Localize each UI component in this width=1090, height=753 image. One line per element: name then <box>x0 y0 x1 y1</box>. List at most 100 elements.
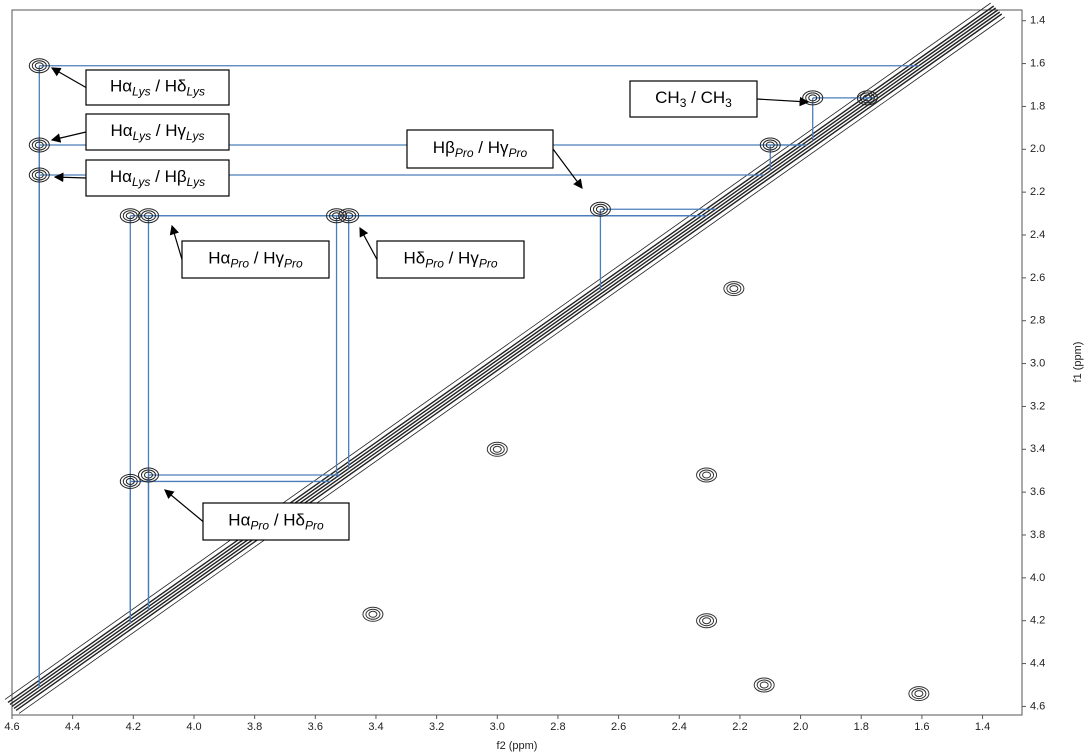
annotation-text: Hα <box>111 121 133 140</box>
annotation-subscript: 3 <box>725 96 732 110</box>
cross-peak <box>759 681 769 689</box>
diagonal-contour <box>9 7 997 706</box>
cross-peak <box>34 141 44 149</box>
cross-peak <box>702 471 712 479</box>
cross-peak <box>729 285 739 293</box>
cross-peak <box>143 471 153 479</box>
annotation-subscript: Pro <box>250 519 269 533</box>
x-tick-label: 3.2 <box>429 721 444 733</box>
x-axis-label: f2 (ppm) <box>497 740 538 752</box>
y-tick-label: 3.6 <box>1030 486 1045 498</box>
annotation-text: CH <box>655 88 680 107</box>
y-tick-label: 2.8 <box>1030 315 1045 327</box>
y-tick-label: 1.4 <box>1030 15 1045 27</box>
annotation-box <box>85 159 230 197</box>
cross-peak <box>122 475 138 487</box>
annotation-label: HαLys / HβLys <box>110 167 205 189</box>
annotation-subscript: Lys <box>132 175 150 189</box>
cross-peak <box>344 212 354 220</box>
annotation-text: Hα <box>110 167 132 186</box>
annotation-text: Hα <box>208 249 230 268</box>
annotation-text: Hδ <box>403 249 425 268</box>
x-tick-label: 4.4 <box>65 721 80 733</box>
annotation-text: / Hγ <box>151 121 186 140</box>
diagonal-contour <box>7 5 995 704</box>
cross-peak <box>589 201 611 217</box>
annotation-subscript: Pro <box>479 257 498 271</box>
cross-peak <box>753 677 775 693</box>
cross-peak <box>856 90 878 106</box>
y-tick-label: 2.2 <box>1030 186 1045 198</box>
cross-peak <box>338 208 360 224</box>
cross-peak <box>125 477 135 485</box>
annotation-arrow <box>53 172 87 183</box>
annotation-text: / Hδ <box>151 77 187 96</box>
y-tick-label: 3.0 <box>1030 357 1045 369</box>
annotation-arrow <box>50 131 87 143</box>
annotation-label: CH3 / CH3 <box>655 88 732 110</box>
y-tick-label: 3.2 <box>1030 400 1045 412</box>
annotation-subscript: Pro <box>425 257 444 271</box>
cross-peak <box>31 60 47 72</box>
cross-peak <box>362 606 384 622</box>
y-tick-label: 2.0 <box>1030 143 1045 155</box>
cross-peak <box>492 445 502 453</box>
cross-peak <box>489 443 505 455</box>
cross-peak <box>726 283 742 295</box>
x-tick-label: 3.4 <box>368 721 383 733</box>
annotation-subscript: Lys <box>187 85 205 99</box>
cross-peak <box>140 469 156 481</box>
annotation-label: HαLys / HγLys <box>111 121 205 143</box>
y-tick-label: 4.2 <box>1030 615 1045 627</box>
diagonal-contour <box>4 2 991 700</box>
diagonal-contour <box>15 13 1003 712</box>
cross-peak <box>34 171 44 179</box>
x-tick-label: 1.8 <box>854 721 869 733</box>
cross-peak <box>914 690 924 698</box>
annotation-subscript: Lys <box>187 175 205 189</box>
y-tick-label: 4.4 <box>1030 657 1045 669</box>
cross-peak <box>699 469 715 481</box>
cross-peak <box>119 473 141 489</box>
cross-peak <box>143 212 153 220</box>
cross-peak <box>756 679 772 691</box>
annotation-text: / Hβ <box>150 167 186 186</box>
annotation-box <box>202 502 350 541</box>
diagonal-contour <box>18 16 1005 714</box>
annotation-subscript: Pro <box>284 257 303 271</box>
annotation-text: / CH <box>686 88 725 107</box>
cross-peak <box>137 208 159 224</box>
x-tick-label: 2.0 <box>793 721 808 733</box>
cross-peak <box>368 610 378 618</box>
annotation-label: HβPro / HγPro <box>433 138 528 160</box>
cross-peak <box>696 467 718 483</box>
annotation-label: HαLys / HδLys <box>110 77 205 99</box>
cross-peak <box>486 441 508 457</box>
cross-peak <box>365 608 381 620</box>
y-tick-label: 4.6 <box>1030 700 1045 712</box>
cross-peak <box>119 208 141 224</box>
cross-peak <box>332 212 342 220</box>
y-tick-label: 1.6 <box>1030 57 1045 69</box>
annotation-subscript: Pro <box>455 146 474 160</box>
cross-peak <box>862 94 872 102</box>
annotation-box <box>629 80 758 118</box>
y-tick-label: 2.4 <box>1030 229 1045 241</box>
y-tick-label: 4.0 <box>1030 572 1045 584</box>
y-tick-label: 3.8 <box>1030 529 1045 541</box>
y-tick-label: 1.8 <box>1030 100 1045 112</box>
x-tick-label: 2.2 <box>732 721 747 733</box>
cross-peak <box>696 613 718 629</box>
annotation-text: / Hδ <box>269 511 305 530</box>
cross-peak <box>702 617 712 625</box>
cross-peak <box>31 169 47 181</box>
annotation-arrow <box>164 489 204 522</box>
annotation-text: Hβ <box>433 138 455 157</box>
annotation-label: HαPro / HδPro <box>228 511 324 533</box>
x-tick-label: 2.4 <box>672 721 687 733</box>
diagonal-contour <box>11 9 999 708</box>
cross-peak <box>125 212 135 220</box>
x-tick-label: 2.6 <box>611 721 626 733</box>
annotation-subscript: Lys <box>132 85 150 99</box>
